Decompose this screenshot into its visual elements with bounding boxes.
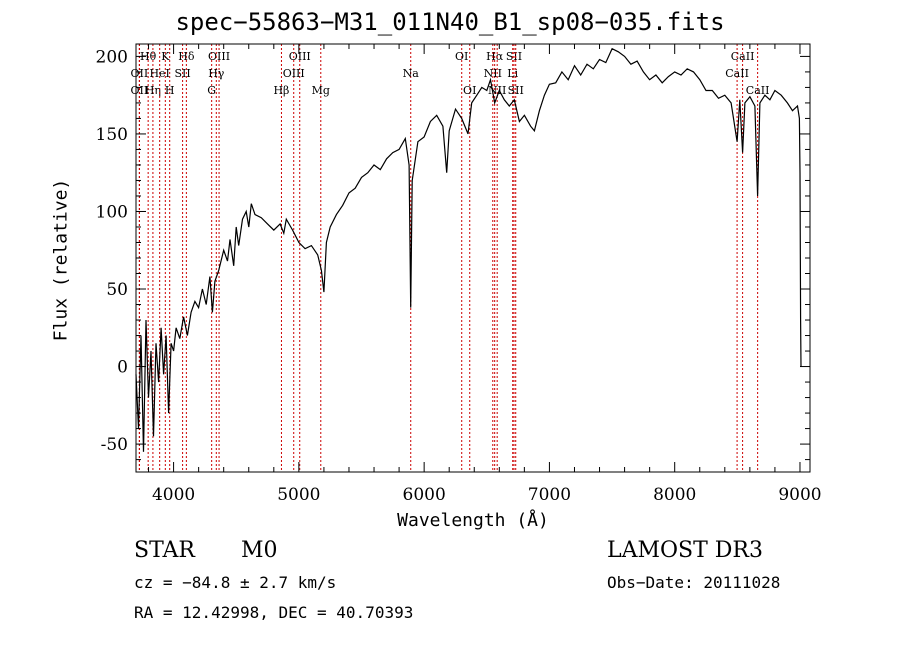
line-marker-label: SII bbox=[506, 50, 522, 63]
chart-title: spec−55863−M31_011N40_B1_sp08−035.fits bbox=[175, 8, 725, 36]
y-tick-label: 200 bbox=[96, 47, 128, 67]
axis-ticks: 4000 5000 6000 7000 8000 9000 -50 0 50 100 150 200 bbox=[96, 44, 822, 505]
line-marker-label: Hγ bbox=[208, 67, 225, 80]
line-marker-label: G bbox=[207, 84, 216, 97]
line-marker-label: H bbox=[165, 84, 175, 97]
y-tick-label: 50 bbox=[106, 280, 128, 300]
y-tick-label: -50 bbox=[101, 435, 128, 455]
line-marker-label: CaII bbox=[746, 84, 770, 97]
line-marker-label: OIII bbox=[289, 50, 311, 63]
object-class: STAR bbox=[134, 538, 195, 563]
line-marker-label: Hβ bbox=[273, 84, 289, 97]
line-marker-label: CaII bbox=[731, 50, 755, 63]
line-marker-label: OI bbox=[455, 50, 468, 63]
spectrum-line bbox=[135, 47, 802, 452]
x-tick-label: 7000 bbox=[528, 485, 571, 505]
x-tick-label: 4000 bbox=[152, 485, 195, 505]
redshift-velocity: cz = −84.8 ± 2.7 km/s bbox=[134, 573, 337, 592]
x-tick-label: 9000 bbox=[778, 485, 821, 505]
line-marker-label: SII bbox=[508, 84, 524, 97]
line-marker-label: CaII bbox=[725, 67, 749, 80]
x-tick-label: 6000 bbox=[403, 485, 446, 505]
survey-name: LAMOST DR3 bbox=[607, 538, 763, 563]
x-axis-label: Wavelength (Å) bbox=[397, 510, 549, 531]
line-marker-label: Mg bbox=[312, 84, 330, 97]
y-tick-label: 0 bbox=[117, 358, 128, 378]
y-tick-label: 100 bbox=[96, 202, 128, 222]
line-marker-label: K bbox=[161, 50, 170, 63]
x-tick-label: 5000 bbox=[277, 485, 320, 505]
line-marker-label: OII bbox=[131, 67, 149, 80]
line-marker-label: OII bbox=[131, 84, 149, 97]
line-marker-label: OIII bbox=[283, 67, 305, 80]
line-marker-label: OIII bbox=[208, 50, 230, 63]
line-marker-label: OI bbox=[463, 84, 476, 97]
plot-frame bbox=[135, 43, 811, 473]
line-marker-label: Na bbox=[403, 67, 420, 80]
y-axis-label: Flux (relative) bbox=[50, 178, 72, 342]
y-tick-label: 150 bbox=[96, 125, 128, 145]
subclass: M0 bbox=[241, 538, 278, 563]
line-marker-label: NII bbox=[484, 67, 502, 80]
line-marker-label: Hη bbox=[145, 84, 161, 97]
coordinates: RA = 12.42998, DEC = 40.70393 bbox=[134, 603, 414, 622]
line-marker-label: Li bbox=[507, 67, 518, 80]
line-marker-label: Hδ bbox=[178, 50, 195, 63]
x-tick-label: 8000 bbox=[653, 485, 696, 505]
line-marker-label: HeI bbox=[149, 67, 169, 80]
observation-date: Obs−Date: 20111028 bbox=[607, 573, 781, 592]
line-marker-label: Hα bbox=[486, 50, 504, 63]
line-marker-label: SII bbox=[174, 67, 190, 80]
